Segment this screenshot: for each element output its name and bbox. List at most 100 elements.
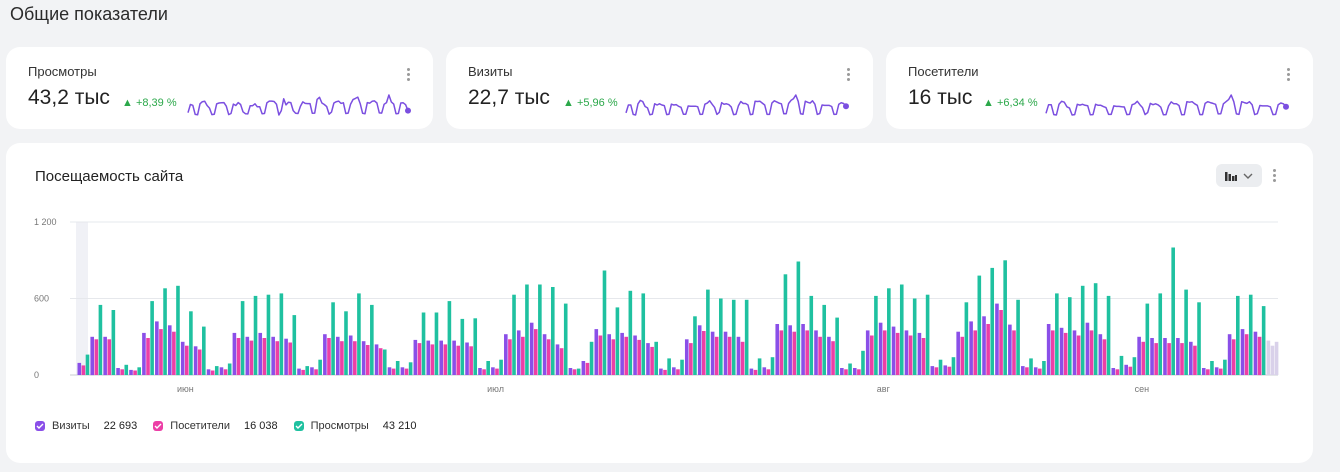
bar-visits — [426, 340, 431, 375]
bar-views — [770, 357, 775, 375]
legend-item-visitors[interactable]: Посетители 16 038 — [153, 420, 278, 432]
kpi-sparkline — [625, 94, 849, 116]
bar-views — [408, 362, 413, 376]
bar-visitors — [469, 346, 473, 375]
bar-visitors — [430, 344, 435, 375]
more-menu-icon[interactable] — [847, 68, 851, 81]
legend-label: Просмотры — [310, 420, 369, 432]
page-title: Общие показатели — [10, 4, 168, 24]
bar-views — [253, 295, 258, 375]
bar-visitors — [172, 331, 176, 375]
bar-views — [1236, 295, 1240, 375]
bar-views — [124, 364, 129, 375]
kpi-delta: ▲ +8,39 % — [122, 97, 177, 109]
bar-visitors — [1012, 330, 1016, 375]
bar-visits — [1008, 324, 1012, 375]
bar-visits — [193, 346, 198, 375]
bar-visits — [323, 334, 327, 375]
bar-visits — [982, 316, 986, 375]
bar-visits — [116, 368, 120, 375]
bar-visitors — [94, 339, 99, 375]
bar-visits — [762, 367, 767, 375]
bar-views — [731, 299, 736, 375]
more-menu-icon[interactable] — [1273, 169, 1277, 182]
legend-total: 16 038 — [243, 420, 278, 432]
bar-visits — [1266, 340, 1271, 375]
bar-visits — [155, 321, 159, 375]
bar-visitors — [327, 338, 331, 375]
bar-visitors — [1218, 368, 1223, 375]
bar-visitors — [1193, 345, 1197, 375]
bar-views — [163, 288, 167, 375]
bar-views — [925, 294, 930, 375]
bar-views — [809, 295, 814, 375]
bar-visits — [1098, 334, 1103, 375]
bar-visitors — [934, 367, 939, 375]
checkbox-icon — [293, 421, 304, 431]
bar-visitors — [1115, 369, 1120, 375]
kpi-value: 22,7 тыс — [468, 86, 550, 109]
bar-visits — [465, 342, 469, 375]
bar-visits — [659, 368, 663, 375]
bar-visits — [995, 303, 999, 375]
bar-views — [654, 341, 658, 375]
bar-visitors — [482, 369, 486, 375]
bar-visits — [361, 341, 366, 375]
bar-visitors — [146, 338, 150, 375]
bar-views — [1093, 283, 1098, 375]
bar-visitors — [585, 362, 590, 375]
bar-visits — [581, 361, 586, 375]
bar-views — [150, 301, 154, 375]
bar-visitors — [301, 369, 305, 375]
bar-visitors — [223, 369, 228, 375]
bar-views — [1210, 361, 1214, 375]
bar-views — [1106, 295, 1111, 375]
bar-views — [835, 317, 839, 375]
bar-chart-icon — [1225, 171, 1237, 181]
traffic-chart-card: Посещаемость сайта 0 600 1 200 июн июл авг сен… — [6, 143, 1313, 463]
bar-views — [602, 270, 607, 375]
kpi-card-visits[interactable]: Визиты 22,7 тыс ▲ +5,96 % — [446, 47, 873, 129]
bar-visits — [736, 336, 741, 376]
bar-views — [796, 261, 801, 375]
bar-visitors — [973, 330, 978, 375]
bar-visitors — [779, 330, 784, 375]
legend-item-visits[interactable]: Визиты 22 693 — [35, 420, 137, 432]
bar-views — [292, 315, 297, 375]
bar-visitors — [999, 310, 1003, 375]
bar-visitors — [533, 329, 538, 375]
sparkline-endpoint — [1283, 103, 1289, 110]
kpi-card-visitors[interactable]: Посетители 16 тыс ▲ +6,34 % — [886, 47, 1313, 129]
bar-visits — [891, 326, 896, 375]
bar-visits — [232, 332, 237, 375]
chart-type-dropdown[interactable] — [1216, 164, 1262, 187]
bar-views — [279, 293, 284, 375]
bar-visitors — [947, 366, 952, 375]
more-menu-icon[interactable] — [407, 68, 411, 81]
bar-visits — [633, 335, 637, 375]
bar-views — [1145, 303, 1150, 375]
bar-visitors — [210, 370, 215, 375]
bar-visitors — [1180, 343, 1184, 375]
bar-visits — [684, 339, 689, 375]
bar-visits — [142, 332, 146, 375]
bar-visits — [284, 338, 288, 375]
bar-visits — [1111, 368, 1116, 375]
bar-visitors — [766, 369, 771, 375]
bar-views — [1067, 297, 1072, 375]
bar-visits — [529, 322, 534, 375]
bar-views — [460, 318, 465, 375]
bar-views — [1274, 341, 1279, 375]
bar-visits — [775, 324, 780, 375]
bar-views — [887, 288, 891, 375]
bar-views — [628, 290, 633, 375]
bar-views — [344, 311, 348, 376]
legend-label: Посетители — [170, 420, 230, 432]
bar-visits — [620, 332, 624, 375]
bar-views — [447, 301, 452, 375]
bar-visitors — [895, 332, 900, 375]
more-menu-icon[interactable] — [1287, 68, 1291, 81]
legend-item-views[interactable]: Просмотры 43 210 — [293, 420, 416, 432]
kpi-card-pageviews[interactable]: Просмотры 43,2 тыс ▲ +8,39 % — [6, 47, 433, 129]
bar-views — [719, 298, 723, 375]
